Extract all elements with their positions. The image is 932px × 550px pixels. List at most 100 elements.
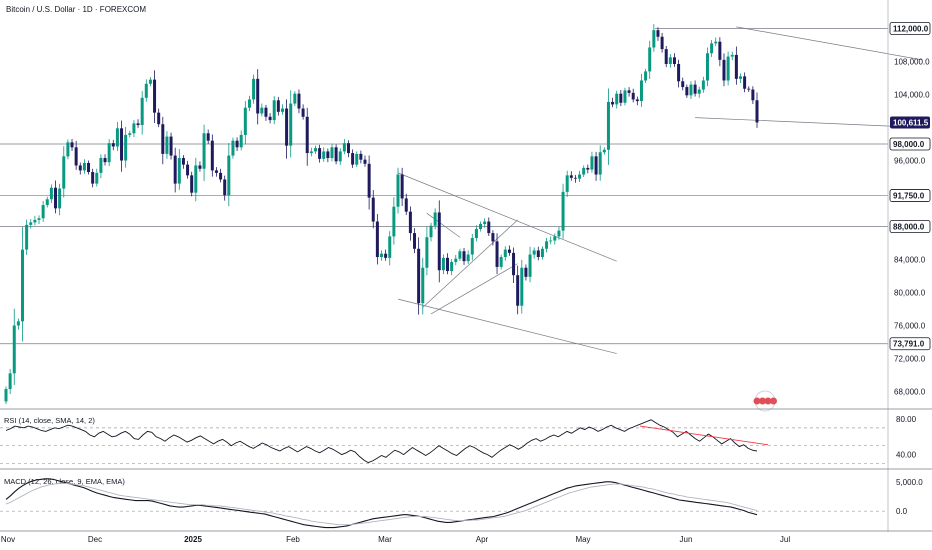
candle-body [227, 155, 231, 196]
candle-body [355, 153, 359, 165]
macd-pane[interactable] [0, 478, 888, 529]
candle-body [202, 133, 206, 169]
candle-body [565, 175, 569, 192]
price-axis[interactable]: 68,000.0 72,000.0 76,000.0 80,000.0 84,000.0… [0, 0, 932, 532]
candle-body [70, 142, 74, 148]
price-pane[interactable] [0, 24, 923, 412]
time-tick-label: 2025 [184, 535, 202, 544]
candle-body [751, 89, 755, 101]
candle-body [256, 78, 260, 114]
candle-body [516, 275, 520, 306]
candle-body [297, 93, 301, 109]
candle-body [177, 158, 181, 184]
last-price-badge [890, 116, 930, 129]
candle-body [58, 188, 62, 209]
candle-body [136, 123, 140, 126]
candle-body [165, 136, 169, 154]
events-icon-flag [770, 397, 777, 405]
candle-body [582, 167, 586, 175]
candle-body [685, 87, 689, 96]
candle-body [359, 153, 363, 160]
candle-body [371, 197, 375, 222]
candle-body [54, 187, 58, 209]
rsi-tick-label: 40.00 [896, 451, 917, 460]
candle-body [247, 99, 251, 108]
events-icon-flag [764, 397, 772, 405]
pattern-trendline [430, 263, 518, 315]
candle-body [483, 221, 487, 225]
time-tick-label: Jul [780, 535, 790, 544]
macd-line [5, 478, 758, 529]
chart-title: Bitcoin / U.S. Dollar · 1D · FOREXCOM [6, 5, 147, 14]
candle-body [677, 63, 681, 82]
candle-body [148, 79, 152, 84]
price-level-label: 91,750.0 [893, 192, 925, 201]
candle-body [743, 76, 747, 89]
candle-body [631, 92, 635, 100]
candle-body [697, 89, 701, 94]
candle-body [103, 158, 107, 163]
candle-body [396, 174, 400, 207]
candle-body [82, 162, 86, 171]
rsi-pane[interactable] [0, 419, 888, 464]
candle-body [66, 142, 70, 157]
candle-body [569, 175, 573, 178]
candle-body [540, 248, 544, 258]
candle-body [264, 107, 268, 117]
candle-body [606, 101, 610, 150]
candle-body [293, 93, 297, 104]
candle-body [309, 151, 313, 154]
price-level-badge [889, 189, 931, 202]
candle-body [652, 30, 656, 48]
candle-body [87, 162, 91, 173]
candle-body [4, 389, 8, 402]
candle-body [78, 165, 82, 171]
candle-body [664, 49, 668, 64]
candle-body [573, 177, 577, 179]
candle-body [239, 134, 243, 148]
candle-body [561, 191, 565, 231]
candle-body [722, 59, 726, 81]
candle-body [338, 151, 342, 162]
macd-tick-label: 5,000.0 [896, 478, 923, 487]
macd-tick-label: 0.0 [896, 507, 908, 516]
candle-body [491, 233, 495, 242]
candle-body [668, 57, 672, 64]
candle-body [726, 56, 730, 81]
candle-body [586, 167, 590, 170]
candle-body [421, 267, 425, 304]
candle-body [190, 175, 194, 193]
candle-body [615, 93, 619, 105]
candle-body [214, 170, 218, 173]
candle-body [21, 249, 25, 322]
pattern-trendline [736, 26, 923, 61]
candle-body [648, 47, 652, 72]
candle-body [689, 84, 693, 96]
candle-body [330, 147, 334, 159]
candle-body [169, 136, 173, 156]
candle-body [268, 116, 272, 121]
candle-body [8, 373, 12, 390]
candle-body [400, 174, 404, 199]
candle-body [734, 54, 738, 79]
pattern-trendline [695, 117, 923, 128]
candle-body [128, 133, 132, 135]
time-axis[interactable]: Nov Dec 2025 Feb Mar Apr May Jun Jul [1, 535, 790, 544]
candle-body [181, 158, 185, 165]
candle-body [479, 224, 483, 229]
candle-body [107, 143, 111, 163]
candle-body [173, 155, 177, 184]
candle-body [627, 90, 631, 93]
rsi-pane-title: RSI (14, close, SMA, 14, 2) [4, 416, 95, 425]
price-tick-label: 76,000.0 [894, 322, 926, 331]
candle-body [413, 233, 417, 249]
candle-body [681, 81, 685, 88]
candle-body [462, 251, 466, 262]
candle-body [549, 240, 553, 242]
candle-body [619, 93, 623, 103]
candle-body [429, 225, 433, 238]
candle-body [95, 172, 99, 184]
price-tick-label: 104,000.0 [894, 91, 930, 100]
candle-body [635, 99, 639, 102]
